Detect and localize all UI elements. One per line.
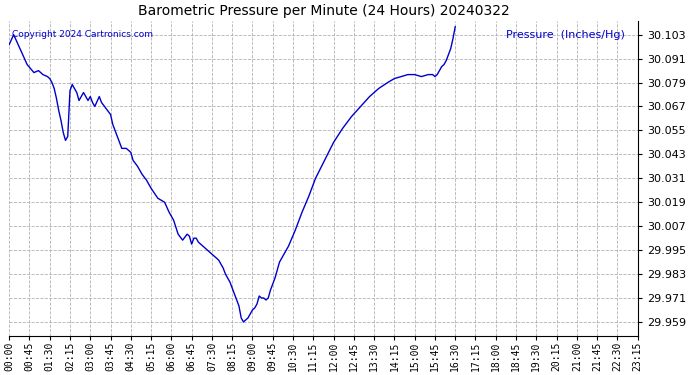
Text: Copyright 2024 Cartronics.com: Copyright 2024 Cartronics.com (12, 30, 153, 39)
Text: Pressure  (Inches/Hg): Pressure (Inches/Hg) (506, 30, 625, 40)
Title: Barometric Pressure per Minute (24 Hours) 20240322: Barometric Pressure per Minute (24 Hours… (137, 4, 509, 18)
